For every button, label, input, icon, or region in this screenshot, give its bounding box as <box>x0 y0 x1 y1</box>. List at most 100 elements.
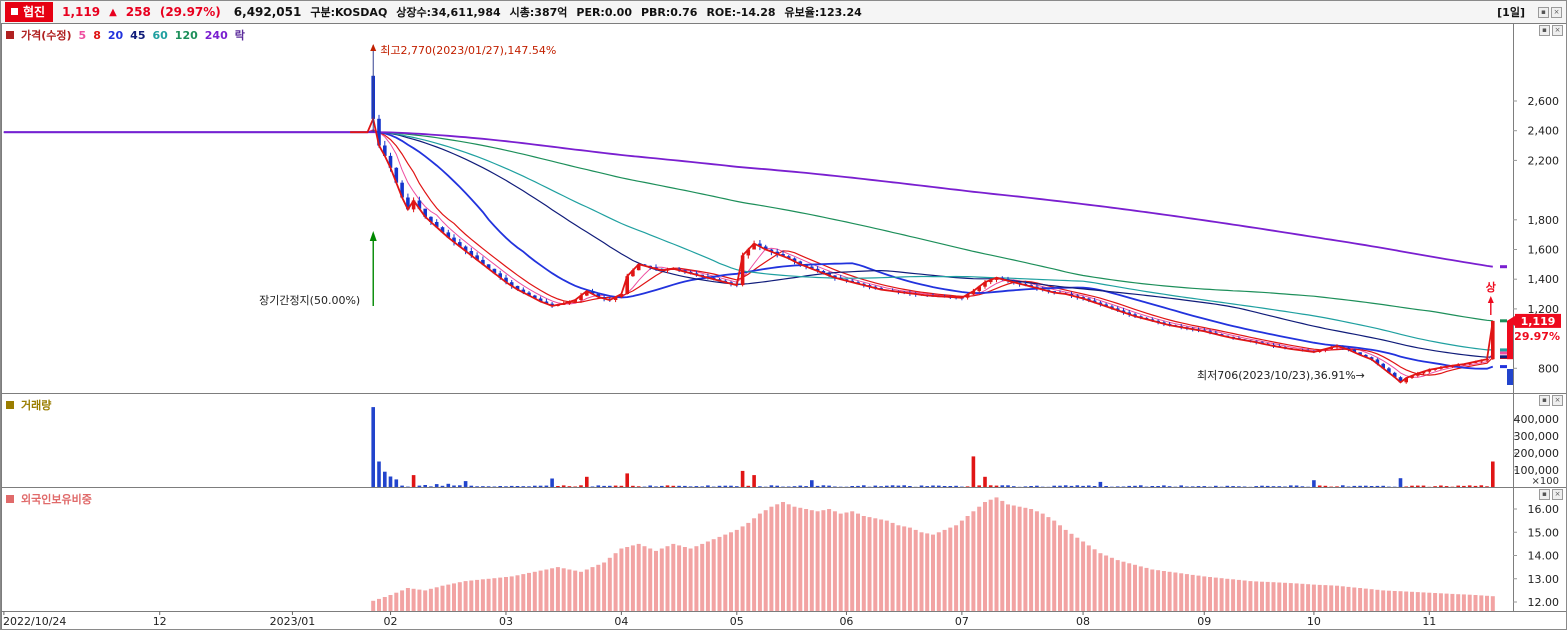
ma-line-45 <box>3 131 1493 358</box>
x-axis-label: 08 <box>1076 615 1090 628</box>
volume-legend: 거래량 <box>6 397 51 413</box>
foreign-legend: 외국인보유비중 <box>6 491 92 507</box>
foreign-bars <box>371 497 1495 612</box>
price-tick-label: 2,200 <box>1528 154 1560 167</box>
price-tick-label: 1,200 <box>1528 303 1560 316</box>
price-change: 258 <box>125 5 151 19</box>
header-minimize-button[interactable]: ▪ <box>1538 6 1549 18</box>
foreign-panel-minimize-button[interactable]: ▪ <box>1539 489 1550 500</box>
foreign-legend-label: 외국인보유비중 <box>21 493 92 506</box>
stat-shares: 상장수:34,611,984 <box>396 6 501 19</box>
stat-pbr: PBR:0.76 <box>640 5 698 19</box>
high-annotation: 최고2,770(2023/01/27),147.54% <box>370 44 556 133</box>
current-price: 1,119 <box>62 5 101 19</box>
foreign-axis-labels: 16.00 15.00 14.00 13.00 12.00 <box>1513 503 1559 609</box>
x-axis-label: 2022/10/24 <box>3 615 66 628</box>
chart-canvas[interactable]: 2,600 2,400 2,200 1,800 1,600 1,400 1,200 800 40… <box>1 23 1567 630</box>
period-label[interactable]: [1일] <box>1497 6 1525 19</box>
x-axis-label: 11 <box>1422 615 1436 628</box>
volume-axis-labels: 400,000 300,000 200,000 100,000×100 <box>1513 413 1559 487</box>
x-axis-labels: 2022/10/24 12 2023/01 02 03 04 05 06 07 08 09 10 11 <box>3 611 1436 628</box>
x-axis-label: 03 <box>499 615 513 628</box>
price-tick-label: 1,400 <box>1528 273 1560 286</box>
stat-per: PER:0.00 <box>576 5 632 19</box>
x-axis-label: 07 <box>955 615 969 628</box>
upper-limit-label: 상 <box>1486 280 1496 294</box>
halt-annotation-label: 장기간정지(50.00%) <box>259 294 360 307</box>
foreign-legend-swatch <box>6 495 14 503</box>
volume-legend-swatch <box>6 401 14 409</box>
ma-line-240 <box>3 131 1493 268</box>
volume-panel-close-button[interactable]: × <box>1552 395 1563 406</box>
volume-legend-label: 거래량 <box>21 399 52 412</box>
volume-unit-label: ×100 <box>1532 476 1559 487</box>
volume-panel-minimize-button[interactable]: ▪ <box>1539 395 1550 406</box>
foreign-tick-label: 13.00 <box>1528 573 1560 586</box>
price-tag-pct: 29.97% <box>1514 330 1560 343</box>
low-annotation: 최저706(2023/10/23),36.91%→ <box>1197 369 1365 382</box>
price-tick-label: 1,600 <box>1528 244 1560 257</box>
x-axis-label: 09 <box>1197 615 1211 628</box>
x-axis-label: 12 <box>153 615 167 628</box>
price-panel-close-button[interactable]: × <box>1552 25 1563 36</box>
foreign-panel-buttons: ▪ × <box>1539 489 1563 500</box>
stat-market: 구분:KOSDAQ <box>310 6 388 19</box>
ma-line-60 <box>3 131 1493 351</box>
ma-toggle-20[interactable]: 20 <box>107 28 124 42</box>
price-tag-value: 1,119 <box>1521 315 1556 328</box>
high-annotation-label: 최고2,770(2023/01/27),147.54% <box>380 44 556 57</box>
price-axis-labels: 2,600 2,400 2,200 1,800 1,600 1,400 1,200 800 <box>1513 95 1559 375</box>
price-panel-minimize-button[interactable]: ▪ <box>1539 25 1550 36</box>
ma-toggle-8[interactable]: 8 <box>93 28 101 42</box>
foreign-panel-close-button[interactable]: × <box>1552 489 1563 500</box>
ma-toggle-45[interactable]: 45 <box>130 28 146 42</box>
foreign-tick-label: 16.00 <box>1528 503 1560 516</box>
price-tick-label: 2,400 <box>1528 125 1560 138</box>
volume-tick-label: 400,000 <box>1514 413 1560 426</box>
price-tick-label: 1,800 <box>1528 214 1560 227</box>
price-tag: 1,119 29.97% <box>1500 265 1561 385</box>
volume-tick-label: 300,000 <box>1514 430 1560 443</box>
foreign-tick-label: 14.00 <box>1528 550 1560 563</box>
x-axis-label: 05 <box>730 615 744 628</box>
header-close-button[interactable]: × <box>1551 6 1562 18</box>
ma-toggle-5[interactable]: 5 <box>78 28 87 42</box>
price-change-pct: (29.97%) <box>159 5 221 19</box>
lock-legend-label[interactable]: 락 <box>234 29 245 42</box>
price-legend-swatch <box>6 31 14 39</box>
price-panel-buttons: ▪ × <box>1539 25 1563 36</box>
foreign-tick-label: 15.00 <box>1528 526 1560 539</box>
ma-lines <box>3 128 1494 378</box>
ma-toggle-120[interactable]: 120 <box>174 28 198 42</box>
price-legend: 가격(수정) 5 8 20 45 60 120 240 락 <box>6 27 245 43</box>
x-axis-label: 02 <box>384 615 398 628</box>
ma-line-120 <box>3 131 1493 322</box>
volume-bars <box>371 407 1495 487</box>
volume-tick-label: 100,000 <box>1514 464 1560 477</box>
volume-value: 6,492,051 <box>233 5 302 19</box>
stat-reserve: 유보율:123.24 <box>784 6 862 19</box>
limit-marker: 상 <box>1486 280 1496 315</box>
stat-marketcap: 시총:387억 <box>509 6 568 19</box>
stock-name: 협진 <box>23 5 46 19</box>
stock-icon <box>11 8 18 15</box>
price-tick-label: 2,600 <box>1528 95 1560 108</box>
stock-name-badge[interactable]: 협진 <box>5 2 54 22</box>
x-axis-label: 10 <box>1307 615 1321 628</box>
volume-panel-buttons: ▪ × <box>1539 395 1563 406</box>
low-annotation-label: 최저706(2023/10/23),36.91%→ <box>1197 369 1365 382</box>
foreign-tick-label: 12.00 <box>1528 596 1560 609</box>
price-legend-label: 가격(수정) <box>21 29 72 42</box>
ma-toggle-240[interactable]: 240 <box>204 28 228 42</box>
x-axis-label: 04 <box>614 615 628 628</box>
stat-roe: ROE:-14.28 <box>706 5 776 19</box>
header-bar: 협진 1,119 ▲ 258 (29.97%) 6,492,051 구분:KOS… <box>1 1 1566 23</box>
axis-marker-blue <box>1507 369 1513 385</box>
ma-toggle-60[interactable]: 60 <box>152 28 168 42</box>
candlestick-series <box>371 75 1495 384</box>
x-axis-label: 2023/01 <box>270 615 316 628</box>
x-axis-label: 06 <box>839 615 853 628</box>
panel-borders <box>1 23 1566 629</box>
volume-tick-label: 200,000 <box>1514 447 1560 460</box>
